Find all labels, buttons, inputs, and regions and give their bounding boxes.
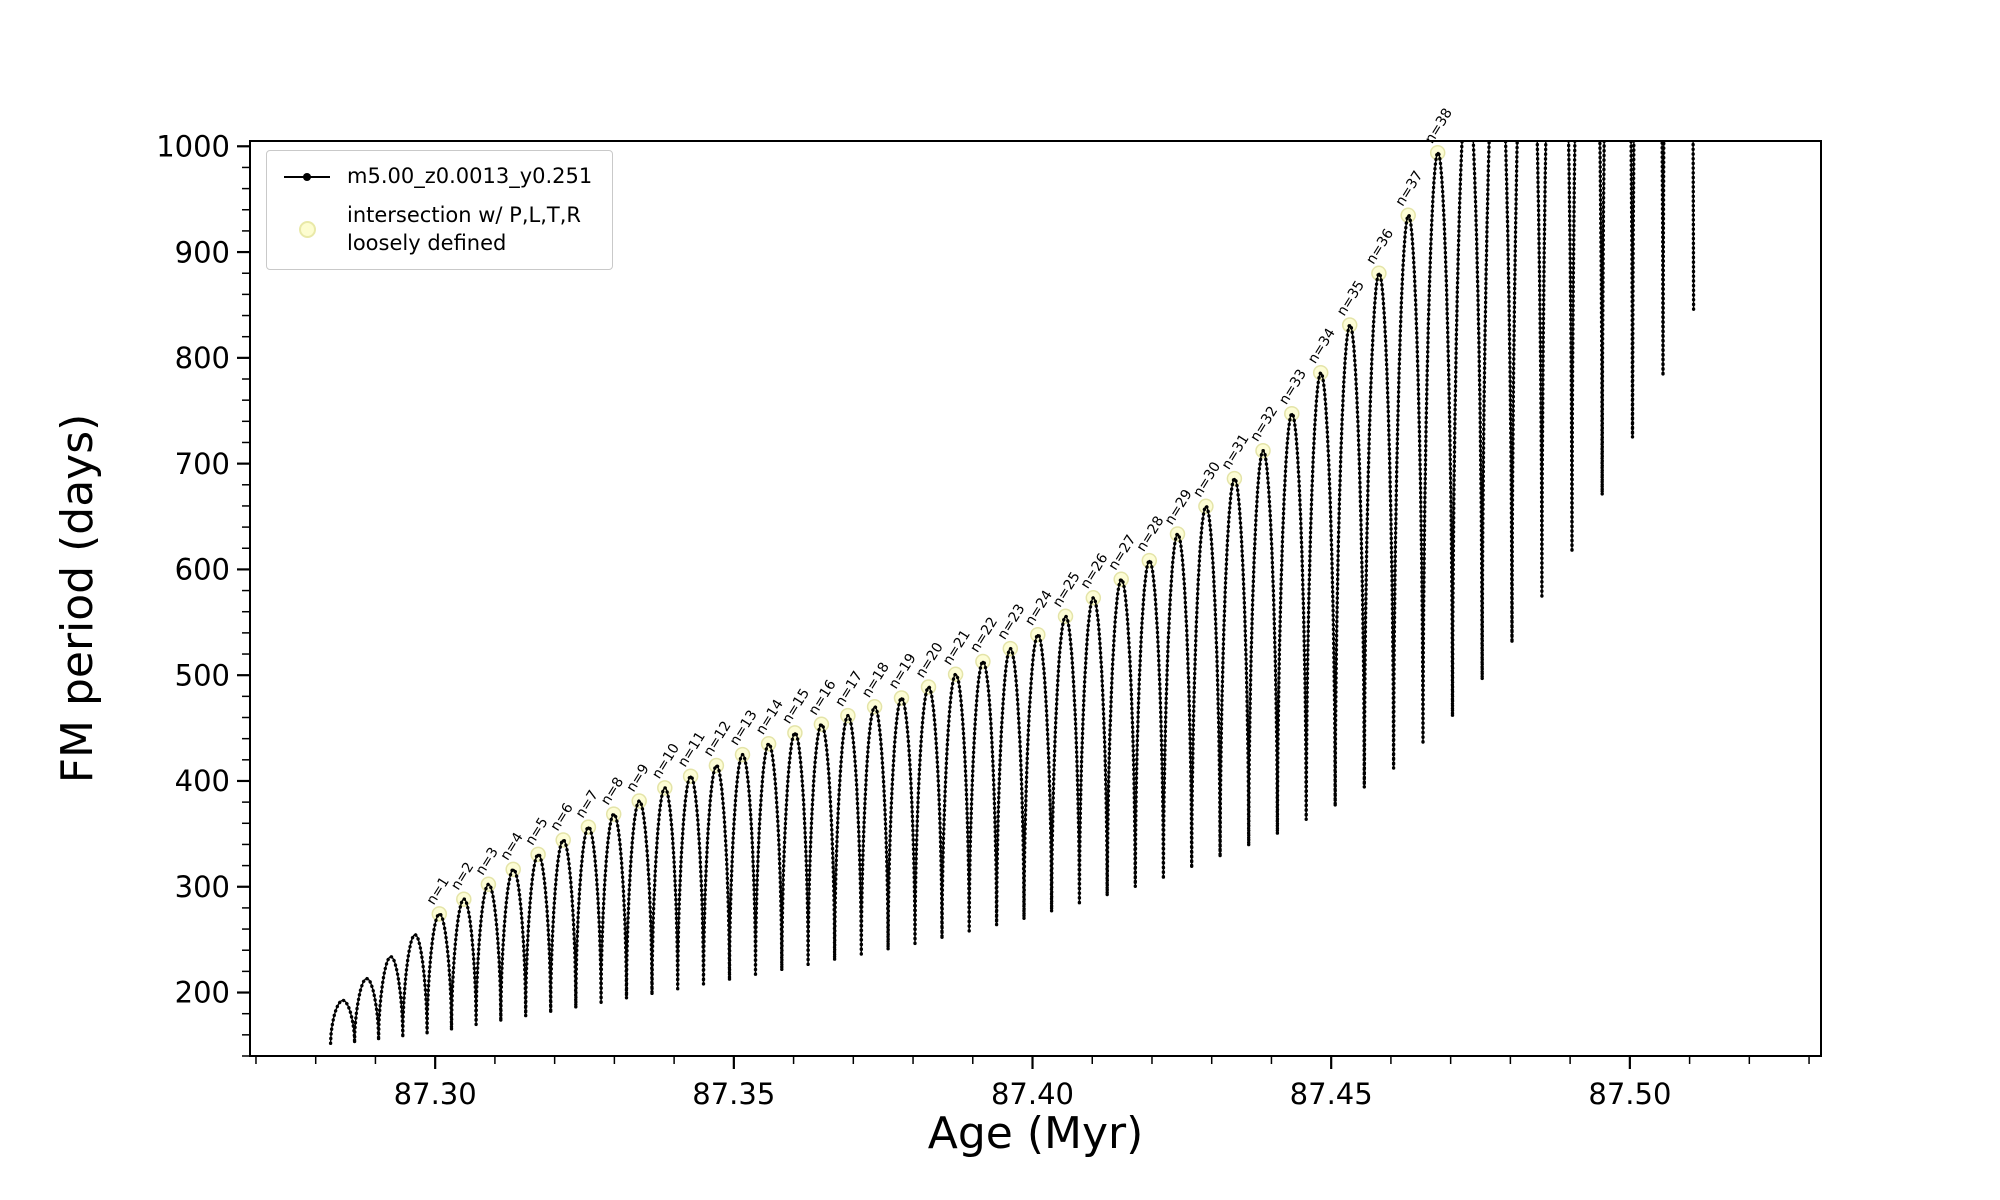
svg-text:700: 700 [175, 447, 230, 481]
svg-text:500: 500 [175, 658, 230, 692]
svg-text:n=25: n=25 [1050, 569, 1084, 610]
y-axis-label: FM period (days) [52, 414, 103, 784]
svg-text:n=2: n=2 [448, 860, 477, 894]
svg-text:n=26: n=26 [1078, 551, 1112, 592]
legend-entry-series: m5.00_z0.0013_y0.251 [281, 163, 592, 190]
svg-text:n=8: n=8 [598, 775, 627, 809]
svg-text:900: 900 [175, 235, 230, 269]
legend-series-label: m5.00_z0.0013_y0.251 [347, 164, 593, 188]
svg-text:n=5: n=5 [522, 815, 551, 849]
svg-text:n=9: n=9 [624, 761, 653, 795]
y-tick-labels: 200 300 400 500 600 700 800 900 1000 [156, 129, 230, 1009]
svg-text:n=6: n=6 [548, 800, 577, 834]
svg-text:n=27: n=27 [1106, 532, 1140, 573]
svg-text:n=31: n=31 [1219, 431, 1253, 472]
svg-text:n=32: n=32 [1247, 404, 1281, 445]
plot-area [328, 141, 1696, 1045]
plot-frame [249, 140, 1822, 1057]
y-axis-ticks [237, 145, 250, 1057]
svg-text:n=24: n=24 [1022, 588, 1056, 629]
legend-entry-intersection: intersection w/ P,L,T,R loosely defined [281, 202, 592, 257]
svg-text:n=33: n=33 [1276, 367, 1310, 408]
legend-intersection-line2: loosely defined [347, 230, 507, 255]
svg-text:n=34: n=34 [1305, 326, 1339, 367]
svg-text:800: 800 [175, 341, 230, 375]
legend-intersection-line1: intersection w/ P,L,T,R [347, 203, 581, 228]
svg-text:400: 400 [175, 764, 230, 798]
svg-text:600: 600 [175, 553, 230, 587]
svg-text:n=37: n=37 [1393, 168, 1427, 209]
legend-intersection-label: intersection w/ P,L,T,R loosely defined [347, 202, 581, 257]
svg-text:87.35: 87.35 [692, 1077, 775, 1111]
x-axis-ticks [255, 1056, 1810, 1069]
legend: m5.00_z0.0013_y0.251 intersection w/ P,L… [266, 150, 614, 270]
svg-text:n=7: n=7 [573, 788, 602, 822]
svg-text:87.50: 87.50 [1588, 1077, 1671, 1111]
svg-text:n=4: n=4 [498, 830, 527, 864]
series-path [328, 141, 1696, 1045]
svg-text:87.40: 87.40 [991, 1077, 1074, 1111]
x-tick-labels: 87.30 87.35 87.40 87.45 87.50 [394, 1077, 1672, 1111]
svg-text:300: 300 [175, 870, 230, 904]
svg-text:n=35: n=35 [1334, 278, 1368, 319]
svg-text:87.45: 87.45 [1290, 1077, 1373, 1111]
legend-circle-marker [281, 221, 333, 239]
legend-line-marker [281, 175, 333, 178]
svg-text:87.30: 87.30 [394, 1077, 477, 1111]
x-axis-label: Age (Myr) [928, 1108, 1144, 1159]
svg-text:n=3: n=3 [473, 845, 502, 879]
svg-text:n=36: n=36 [1363, 226, 1397, 267]
svg-text:n=1: n=1 [424, 874, 453, 908]
svg-text:1000: 1000 [156, 129, 230, 163]
svg-text:200: 200 [175, 976, 230, 1010]
